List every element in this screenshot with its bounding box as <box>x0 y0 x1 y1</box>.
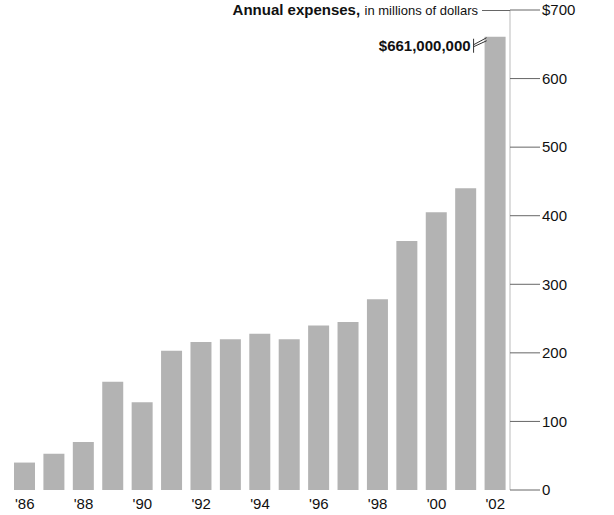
svg-text:500: 500 <box>542 138 567 155</box>
svg-text:200: 200 <box>542 344 567 361</box>
svg-text:$661,000,000: $661,000,000 <box>379 37 471 54</box>
svg-text:'88: '88 <box>74 495 94 512</box>
svg-text:600: 600 <box>542 70 567 87</box>
svg-text:400: 400 <box>542 207 567 224</box>
svg-text:'00: '00 <box>427 495 447 512</box>
svg-text:100: 100 <box>542 413 567 430</box>
svg-text:0: 0 <box>542 481 550 498</box>
html-text:Annual expenses, in millions o: Annual expenses, in millions of dollars <box>232 1 478 18</box>
svg-text:'92: '92 <box>191 495 211 512</box>
svg-text:300: 300 <box>542 276 567 293</box>
svg-text:'98: '98 <box>368 495 388 512</box>
svg-text:$700: $700 <box>542 1 575 18</box>
svg-text:'86: '86 <box>15 495 35 512</box>
svg-text:'90: '90 <box>133 495 153 512</box>
svg-text:'94: '94 <box>250 495 270 512</box>
svg-text:'02: '02 <box>486 495 506 512</box>
svg-text:'96: '96 <box>309 495 329 512</box>
